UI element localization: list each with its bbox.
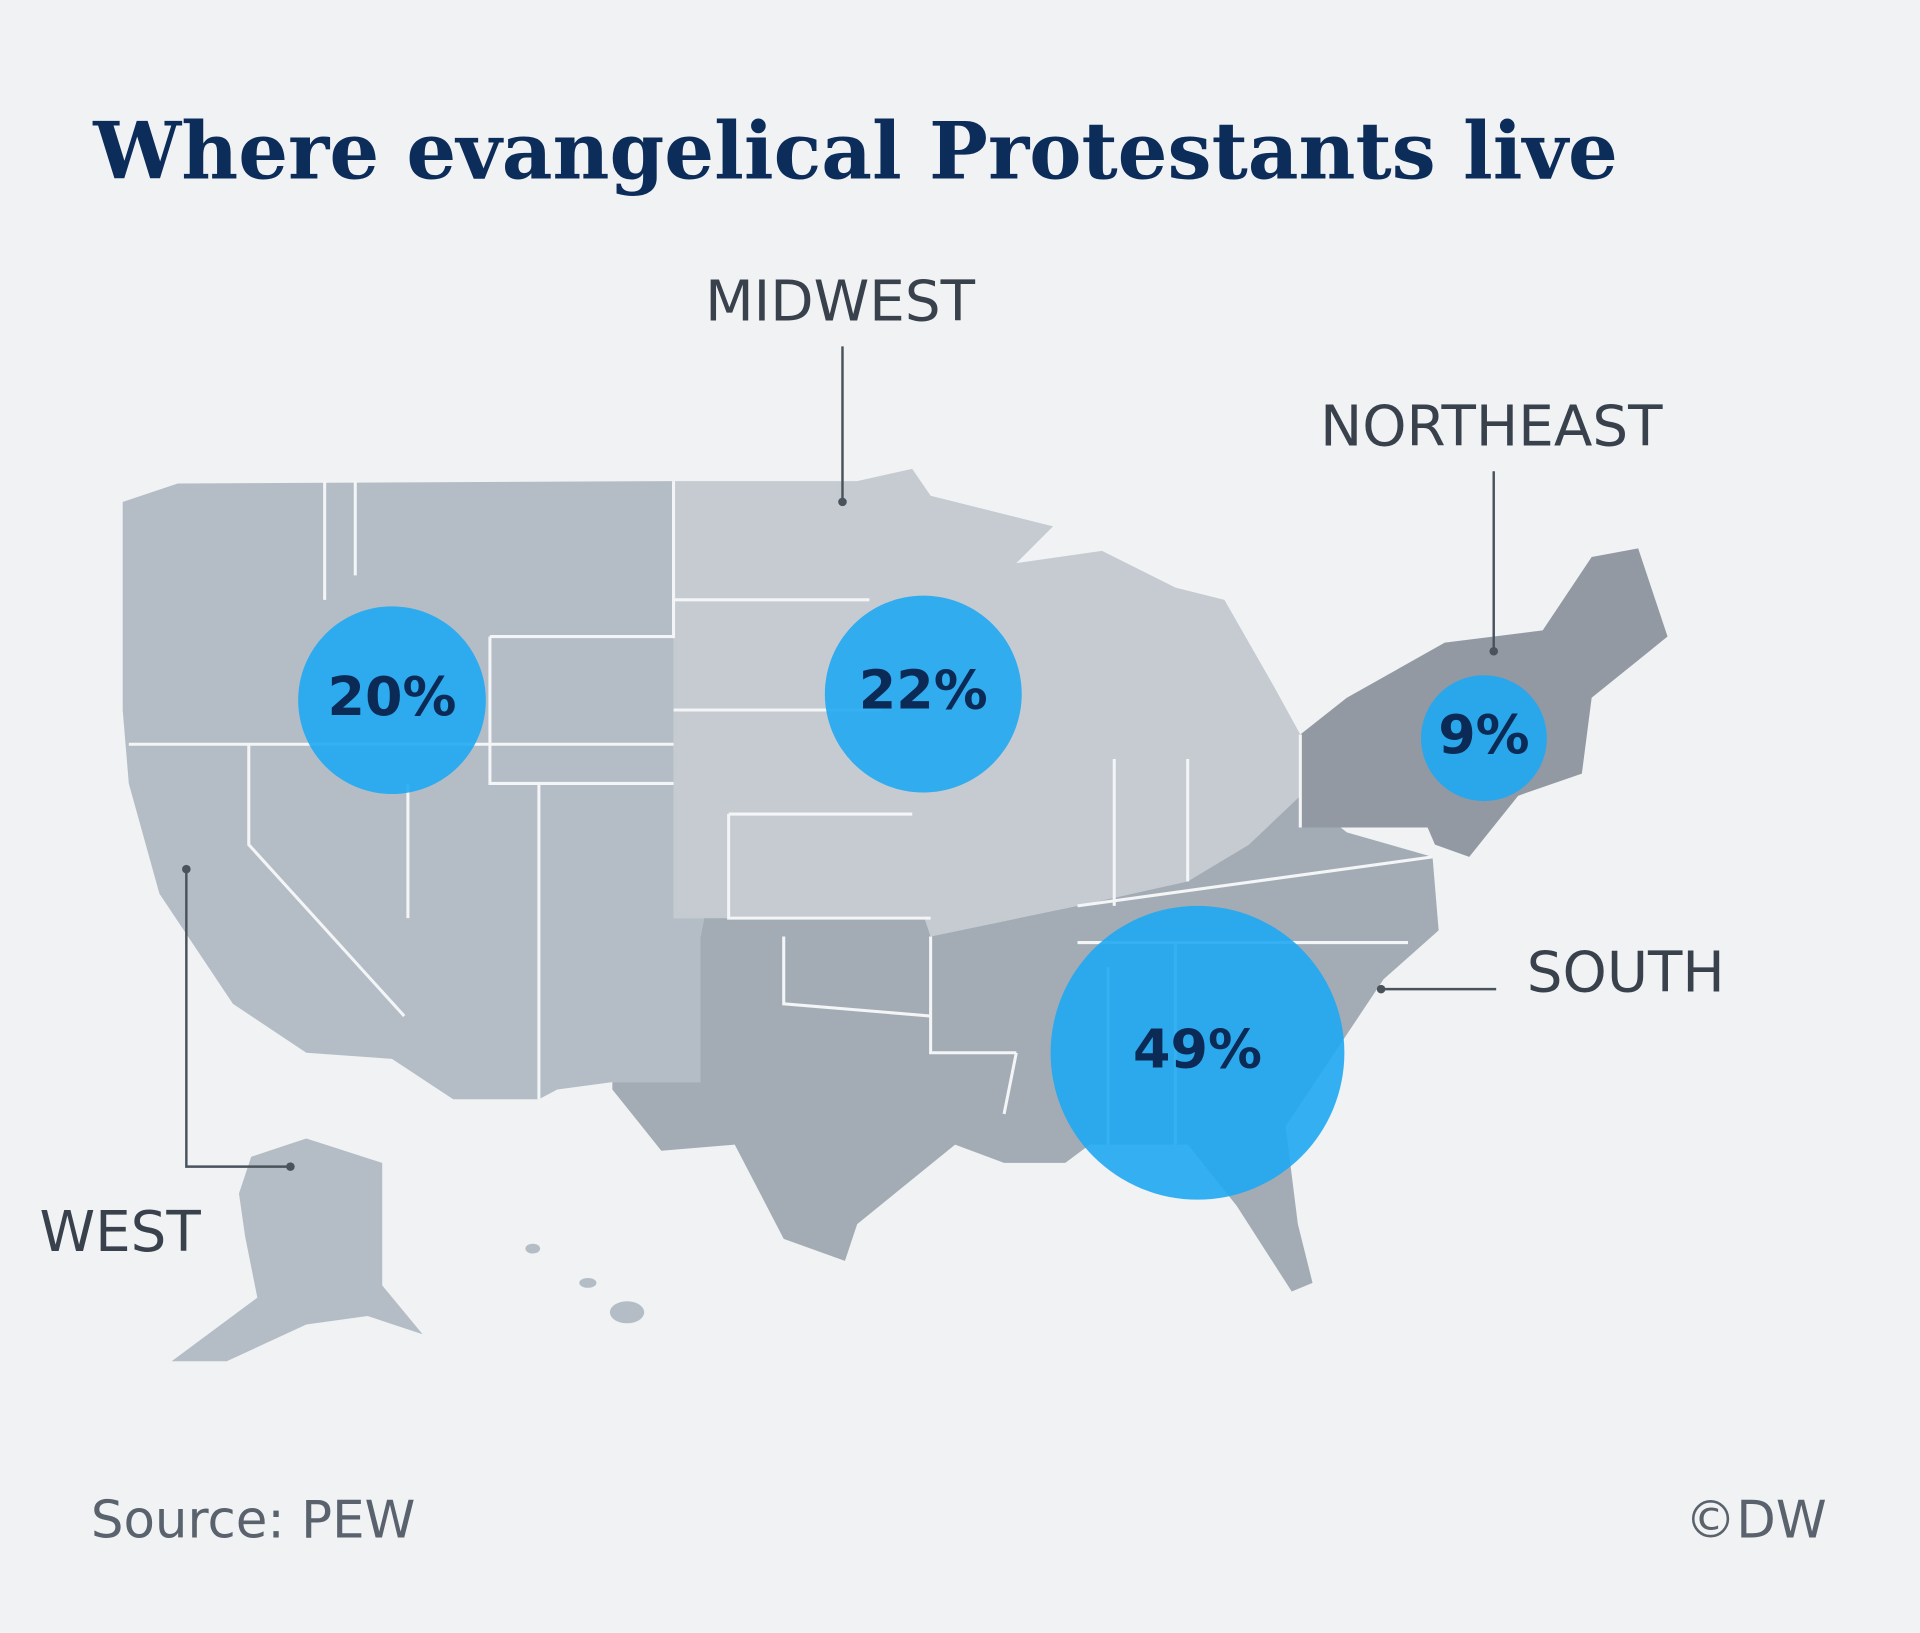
region-label: WEST — [39, 1200, 201, 1265]
source: Source: PEW — [91, 1491, 416, 1551]
chart-title: Where evangelical Protestants live — [92, 106, 1618, 198]
bubble — [1050, 905, 1345, 1200]
leaders — [182, 346, 1499, 1171]
bubble — [1420, 675, 1547, 802]
value-label: 20% — [328, 665, 457, 728]
region-label: NORTHEAST — [1320, 395, 1663, 460]
leader-dot — [1489, 646, 1499, 656]
leader-dot — [182, 864, 191, 874]
leader-dot — [286, 1162, 295, 1171]
leader-dot — [838, 497, 847, 507]
credit: ©DW — [1685, 1491, 1827, 1551]
leader-line — [185, 869, 291, 1168]
region-label: MIDWEST — [705, 270, 975, 335]
region-label: SOUTH — [1527, 941, 1725, 1006]
hawaii — [609, 1301, 645, 1324]
hawaii — [579, 1278, 597, 1288]
alaska — [171, 1138, 423, 1362]
bubble — [298, 606, 486, 795]
value-label: 49% — [1133, 1017, 1262, 1080]
hawaii — [525, 1243, 541, 1254]
value-label: 9% — [1438, 703, 1529, 766]
value-label: 22% — [859, 659, 988, 722]
bubble — [824, 595, 1022, 793]
leader-dot — [1376, 984, 1386, 994]
